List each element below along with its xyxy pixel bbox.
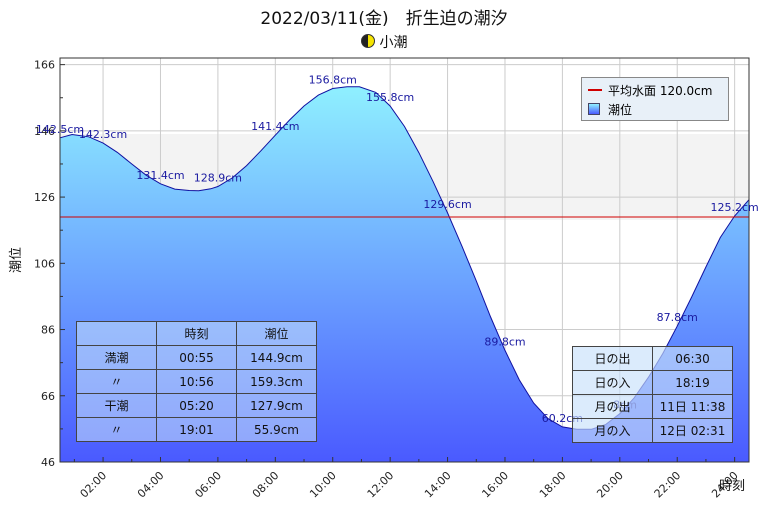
table-cell: 05:20 [156,393,237,418]
x-axis-label: 時刻 [719,479,745,494]
table-cell: 12日 02:31 [652,418,733,443]
y-tick-label: 126 [34,191,55,204]
table-cell: 55.9cm [236,417,317,442]
data-label: 128.9cm [194,171,242,184]
table-cell: 10:56 [156,369,237,394]
legend-line-swatch [588,89,602,91]
y-tick-label: 46 [41,456,55,469]
data-label: 89.8cm [484,335,525,348]
chart-subtitle: 小潮 [0,32,768,52]
y-tick-label: 106 [34,257,55,270]
x-tick-label: 02:00 [78,469,110,501]
table-cell: 干潮 [76,393,157,418]
x-tick-label: 08:00 [250,469,282,501]
data-label: 155.8cm [366,91,414,104]
legend-label-mean: 平均水面 120.0cm [608,84,713,98]
y-tick-label: 146 [34,125,55,138]
table-cell: 11日 11:38 [652,394,733,419]
table-cell: 18:19 [652,370,733,395]
data-label: 87.8cm [657,311,698,324]
table-row: 月の入 12日 02:31 [572,418,733,443]
legend: 平均水面 120.0cm 潮位 [581,77,729,121]
tide-table: 時刻 潮位 満潮 00:55 144.9cm 〃 10:56 159.3cm 干… [76,321,317,442]
x-tick-label: 22:00 [652,469,684,501]
table-row: 日の出 06:30 [572,346,733,371]
data-label: 141.4cm [251,120,299,133]
x-tick-label: 10:00 [307,469,339,501]
table-header-cell: 潮位 [236,321,317,346]
table-cell: 日の出 [572,346,653,371]
x-tick-label: 18:00 [537,469,569,501]
y-tick-label: 86 [41,324,55,337]
table-cell: 19:01 [156,417,237,442]
data-label: 142.5cm [36,123,84,136]
table-cell: 月の入 [572,418,653,443]
table-cell: 06:30 [652,346,733,371]
data-label: 156.8cm [309,73,357,86]
table-cell: 日の入 [572,370,653,395]
chart-title: 2022/03/11(金) 折生迫の潮汐 [260,9,508,29]
table-row: 月の出 11日 11:38 [572,394,733,419]
table-header-cell: 時刻 [156,321,237,346]
table-cell: 〃 [76,369,157,394]
table-row: 干潮 05:20 127.9cm [76,393,317,418]
table-cell: 満潮 [76,345,157,370]
moon-phase-icon [360,34,375,48]
table-cell: 月の出 [572,394,653,419]
y-tick-label: 66 [41,390,55,403]
data-label: 129.6cm [423,198,471,211]
table-cell: 159.3cm [236,369,317,394]
sun-moon-table: 日の出 06:30 日の入 18:19 月の出 11日 11:38 月の入 12… [572,346,733,443]
table-cell: 00:55 [156,345,237,370]
table-header-cell [76,321,157,346]
tide-type-label: 小潮 [379,35,408,51]
x-tick-label: 20:00 [594,469,626,501]
data-label: 142.3cm [79,128,127,141]
table-row: 〃 19:01 55.9cm [76,417,317,442]
plot-frame [59,57,750,463]
x-tick-label: 06:00 [192,469,224,501]
x-tick-label: 16:00 [479,469,511,501]
x-tick-label: 04:00 [135,469,167,501]
table-cell: 127.9cm [236,393,317,418]
x-tick-label: 12:00 [365,469,397,501]
data-label: 131.4cm [136,169,184,182]
legend-label-tide: 潮位 [608,103,633,117]
legend-item-mean: 平均水面 120.0cm [588,82,712,99]
y-tick-label: 166 [34,59,55,72]
x-tick-label: 14:00 [422,469,454,501]
legend-area-swatch [588,103,600,115]
table-cell: 144.9cm [236,345,317,370]
table-row: 満潮 00:55 144.9cm [76,345,317,370]
data-label: 125.2cm [711,201,759,214]
table-cell: 〃 [76,417,157,442]
y-axis-label: 潮位 [9,247,24,273]
legend-item-tide: 潮位 [588,101,632,118]
table-row: 日の入 18:19 [572,370,733,395]
table-row: 〃 10:56 159.3cm [76,369,317,394]
table-header-row: 時刻 潮位 [76,321,317,346]
